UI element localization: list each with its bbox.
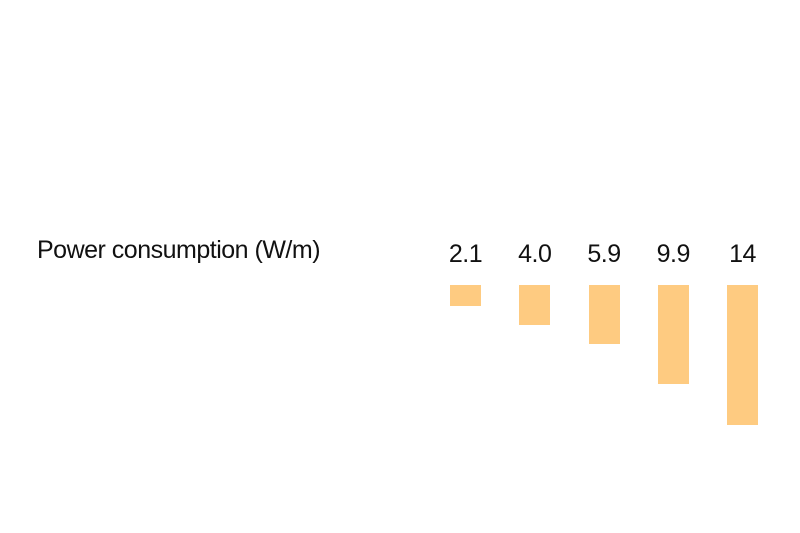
bar xyxy=(727,285,758,425)
bar xyxy=(450,285,481,306)
bar xyxy=(519,285,551,325)
bar-column: 2.1 xyxy=(448,240,483,306)
value-label: 14 xyxy=(729,240,756,268)
bar xyxy=(657,285,689,384)
bar-column: 4.0 xyxy=(518,240,552,325)
value-label: 9.9 xyxy=(656,240,691,268)
bar-column: 5.9 xyxy=(587,240,621,344)
bar-column: 14 xyxy=(727,242,758,425)
bar-column: 9.9 xyxy=(656,240,691,384)
row-label: Power consumption (W/m) xyxy=(37,236,321,264)
bar xyxy=(588,285,620,344)
value-label: 4.0 xyxy=(518,240,552,268)
value-label: 5.9 xyxy=(587,240,621,268)
value-label: 2.1 xyxy=(448,240,483,268)
